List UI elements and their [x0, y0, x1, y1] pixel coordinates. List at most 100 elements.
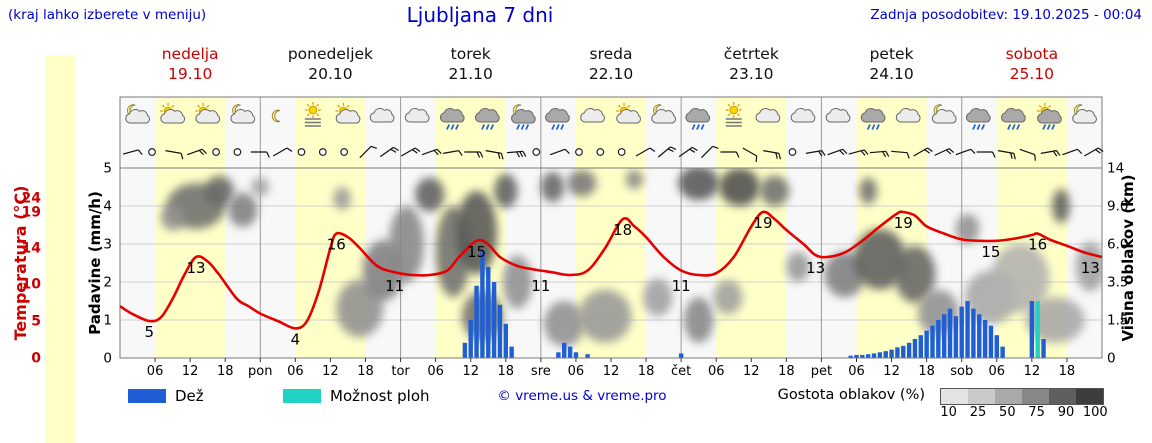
wind-barb-icon — [742, 147, 758, 163]
wind-barb-icon — [485, 150, 504, 160]
weather-icon-m-c — [651, 104, 677, 124]
svg-text:12: 12 — [1024, 364, 1041, 379]
svg-text:18: 18 — [778, 364, 795, 379]
cloud-height-axis-ticks: 14 9.0 6.0 3.5 1.5 0 — [1107, 161, 1128, 367]
time-axis-labels: 06 12 18 pon 06 12 18 tor 06 12 18 sre 06 12 18 čet 06 12… — [147, 358, 1075, 379]
wind-barbs-row — [122, 145, 1104, 163]
cloud-density-scale — [940, 388, 1104, 405]
wind-barb-icon — [464, 151, 484, 158]
weather-icon-c — [895, 108, 921, 123]
wind-barb-icon — [869, 150, 890, 158]
weather-icon-c — [755, 108, 781, 123]
svg-text:9.0: 9.0 — [1107, 199, 1128, 215]
weather-icon-c-r — [860, 108, 886, 130]
wind-barb-icon — [1019, 148, 1036, 161]
wind-barb-icon — [848, 149, 869, 156]
svg-text:13: 13 — [1081, 259, 1100, 277]
day-header: nedelja 19.10 — [161, 45, 219, 83]
shower-legend-label: Možnost ploh — [330, 387, 430, 405]
svg-text:16: 16 — [327, 236, 346, 254]
weather-icon-m-c — [1072, 104, 1097, 124]
wind-barb-icon — [997, 150, 1016, 160]
svg-text:12: 12 — [883, 364, 900, 379]
svg-text:18: 18 — [638, 364, 655, 379]
rain-legend-swatch — [128, 389, 166, 403]
copyright-link[interactable]: © vreme.us & vreme.pro — [497, 388, 667, 404]
weather-icon-s-c — [160, 103, 186, 124]
wind-barb-icon — [720, 151, 740, 158]
day-header: ponedeljek 20.10 — [287, 45, 374, 83]
cloud-cover-layer — [160, 168, 1102, 347]
svg-text:5: 5 — [31, 314, 41, 330]
svg-text:6.0: 6.0 — [1107, 237, 1128, 253]
wind-calm-icon — [596, 148, 605, 156]
svg-text:06: 06 — [989, 364, 1006, 379]
svg-text:0: 0 — [103, 351, 112, 367]
day-header: sreda 22.10 — [588, 45, 634, 83]
wind-barb-icon — [359, 145, 378, 159]
svg-text:11: 11 — [531, 277, 550, 295]
wind-barb-icon — [1084, 147, 1104, 157]
svg-text:12: 12 — [603, 364, 620, 379]
wind-barb-icon — [400, 147, 421, 157]
weather-icon-c-r — [965, 108, 991, 130]
menu-hint: (kraj lahko izberete v meniju) — [8, 7, 207, 23]
weather-icon-c-r — [474, 108, 500, 130]
wind-barb-icon — [1062, 148, 1083, 156]
svg-text:12: 12 — [182, 364, 199, 379]
svg-text:4: 4 — [291, 330, 301, 348]
svg-text:sob: sob — [950, 364, 973, 379]
left-accent-strip — [45, 55, 75, 443]
svg-text:06: 06 — [147, 364, 164, 379]
cloud-density-scale-labels: 10 25 50 75 90 100 — [940, 405, 1108, 420]
wind-calm-icon — [233, 148, 242, 156]
svg-text:18: 18 — [357, 364, 374, 379]
wind-calm-icon — [532, 148, 541, 156]
wind-calm-icon — [617, 148, 626, 156]
legend-row: Dež Možnost ploh © vreme.us & vreme.pro … — [0, 384, 1152, 443]
wind-barb-icon — [549, 148, 570, 156]
last-update-label: Zadnja posodobitev: 19.10.2025 - 00:04 — [870, 7, 1142, 23]
rain-legend-label: Dež — [175, 387, 204, 405]
wind-barb-icon — [955, 148, 976, 156]
svg-text:15: 15 — [467, 243, 486, 261]
shower-legend-swatch — [283, 389, 321, 403]
wind-barb-icon — [122, 149, 143, 155]
wind-calm-icon — [575, 148, 583, 156]
wind-barb-icon — [657, 146, 677, 158]
weather-icon-c — [404, 108, 430, 123]
day-night-bands — [120, 97, 1102, 358]
weather-icon-c — [825, 108, 851, 123]
wind-barb-icon — [891, 150, 910, 159]
weather-icon-s-c — [335, 103, 361, 124]
precip-axis-ticks: 5 4 3 2 1 0 — [103, 161, 112, 367]
svg-text:5: 5 — [144, 323, 154, 341]
temperature-curve — [119, 210, 1103, 330]
weather-icon-c-r — [685, 108, 711, 130]
svg-text:15: 15 — [981, 243, 1000, 261]
svg-text:06: 06 — [287, 364, 304, 379]
svg-text:12: 12 — [462, 364, 479, 379]
svg-text:12: 12 — [743, 364, 760, 379]
svg-text:16: 16 — [1028, 236, 1047, 254]
svg-text:12: 12 — [322, 364, 339, 379]
svg-text:06: 06 — [427, 364, 444, 379]
temperature-labels: 5 13 4 16 11 15 11 18 11 19 13 19 15 16 13 — [144, 214, 1099, 348]
svg-text:2: 2 — [103, 275, 112, 291]
svg-text:18: 18 — [217, 364, 234, 379]
weather-icon-s-c-r — [1036, 103, 1062, 130]
weather-icon-m-c — [230, 104, 256, 124]
wind-calm-icon — [297, 148, 306, 156]
day-header: petek 24.10 — [869, 45, 914, 83]
svg-text:1: 1 — [103, 313, 112, 329]
wind-barb-icon — [442, 150, 463, 156]
wind-barb-icon — [913, 147, 933, 157]
svg-text:06: 06 — [708, 364, 725, 379]
svg-text:11: 11 — [672, 277, 691, 295]
wind-calm-icon — [318, 148, 327, 156]
svg-text:3.5: 3.5 — [1107, 275, 1128, 291]
wind-barb-icon — [379, 146, 399, 158]
weather-icon-c — [790, 108, 816, 123]
day-header: sobota 25.10 — [1005, 45, 1059, 83]
